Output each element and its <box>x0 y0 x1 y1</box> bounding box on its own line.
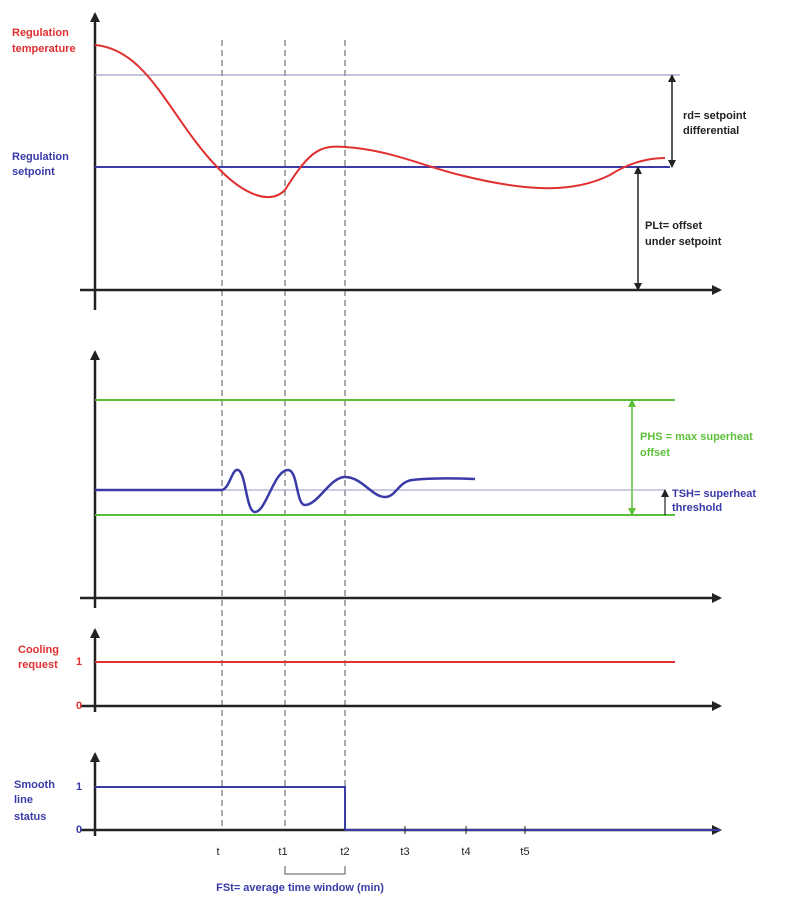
level-label: 1 <box>76 781 82 793</box>
time-label: t3 <box>400 846 409 858</box>
time-label: t1 <box>278 846 287 858</box>
label: Regulation <box>12 27 69 39</box>
label: offset <box>640 447 670 459</box>
label: temperature <box>12 43 76 55</box>
time-label: t5 <box>520 846 529 858</box>
time-markers <box>221 40 346 830</box>
time-label: t <box>216 846 219 858</box>
label: Smooth <box>14 779 55 791</box>
smooth-line-panel: Smooth line status 1 0 <box>14 752 722 836</box>
label: PHS = max superheat <box>640 431 753 443</box>
fst-label: FSt= average time window (min) <box>216 882 384 894</box>
level-label: 0 <box>76 824 82 836</box>
time-label: t4 <box>461 846 470 858</box>
fst-bracket <box>284 866 346 875</box>
level-label: 0 <box>76 700 82 712</box>
label: line <box>14 794 33 806</box>
label: TSH= superheat <box>672 488 756 500</box>
label: status <box>14 811 46 823</box>
label: under setpoint <box>645 236 722 248</box>
cooling-panel: Cooling request 1 0 <box>18 628 722 712</box>
label: differential <box>683 125 739 137</box>
label: request <box>18 659 58 671</box>
label: threshold <box>672 502 722 514</box>
time-axis: t t1 t2 t3 t4 t5 <box>216 846 529 858</box>
label: Regulation <box>12 151 69 163</box>
label: rd= setpoint <box>683 110 747 122</box>
time-label: t2 <box>340 846 349 858</box>
superheat-panel: PHS = max superheat offset TSH= superhea… <box>80 350 756 608</box>
level-label: 1 <box>76 656 82 668</box>
temperature-panel: Regulation temperature Regulation setpoi… <box>12 12 747 310</box>
label: Cooling <box>18 644 59 656</box>
label: setpoint <box>12 166 55 178</box>
label: PLt= offset <box>645 220 702 232</box>
